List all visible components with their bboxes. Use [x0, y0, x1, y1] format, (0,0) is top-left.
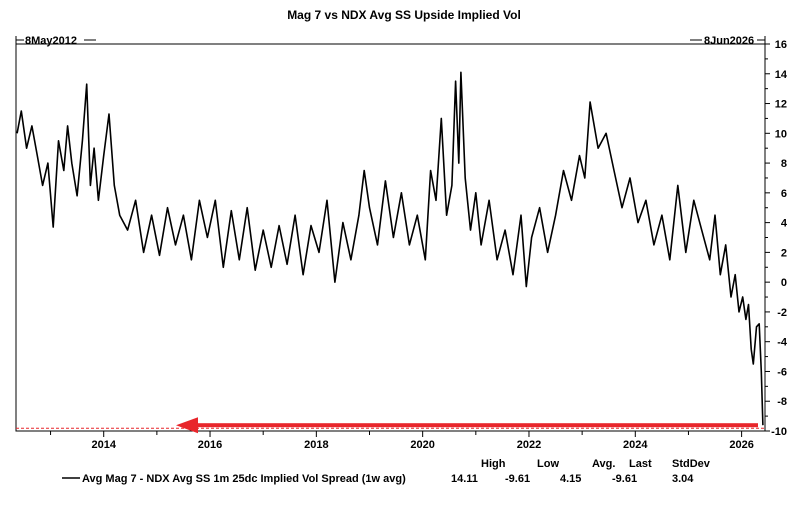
- stats-header-high: High: [481, 458, 506, 470]
- x-tick-label: 2026: [729, 439, 753, 451]
- x-tick-label: 2022: [517, 439, 541, 451]
- y-tick-label: -2: [777, 307, 787, 319]
- x-tick-label: 2024: [623, 439, 648, 451]
- y-tick-label: 4: [781, 218, 788, 230]
- annotation-arrow: [176, 417, 758, 434]
- y-tick-label: -8: [777, 396, 787, 408]
- x-axis: 2014 2016 2018 2020 2022 2024 2026: [50, 431, 754, 451]
- stats-value-last: -9.61: [612, 473, 637, 485]
- stats-value-stddev: 3.04: [672, 473, 694, 485]
- legend-label: Avg Mag 7 - NDX Avg SS 1m 25dc Implied V…: [82, 473, 406, 485]
- x-tick-label: 2020: [410, 439, 434, 451]
- stats-table: High Low Avg. Last StdDev 14.11 -9.61 4.…: [451, 458, 711, 485]
- start-date-label: 8May2012: [25, 35, 77, 47]
- series-line: [16, 71, 764, 426]
- y-tick-label: 12: [775, 99, 787, 111]
- y-tick-label: 14: [775, 69, 788, 81]
- stats-header-avg: Avg.: [592, 458, 615, 470]
- y-tick-label: 0: [781, 277, 787, 289]
- x-tick-label: 2016: [198, 439, 222, 451]
- end-date-label: 8Jun2026: [704, 35, 754, 47]
- y-tick-label: -4: [777, 337, 788, 349]
- stats-value-avg: 4.15: [560, 473, 581, 485]
- y-tick-label: 10: [775, 128, 787, 140]
- y-tick-label: 2: [781, 247, 787, 259]
- stats-header-last: Last: [629, 458, 652, 470]
- start-date-marker: 8May2012: [15, 35, 96, 47]
- y-tick-label: -10: [771, 426, 787, 438]
- legend: Avg Mag 7 - NDX Avg SS 1m 25dc Implied V…: [62, 473, 406, 485]
- y-tick-label: 8: [781, 158, 787, 170]
- y-axis: 16 14 12 10 8 6 4 2 0 -2 -4 -6 -8 -10: [765, 39, 788, 438]
- x-tick-label: 2018: [304, 439, 328, 451]
- y-tick-label: 16: [775, 39, 787, 51]
- x-tick-label: 2014: [91, 439, 116, 451]
- stats-value-low: -9.61: [505, 473, 530, 485]
- stats-value-high: 14.11: [451, 473, 478, 485]
- y-tick-label: 6: [781, 188, 787, 200]
- chart-title: Mag 7 vs NDX Avg SS Upside Implied Vol: [287, 8, 521, 22]
- y-tick-label: -6: [777, 366, 787, 378]
- stats-header-low: Low: [537, 458, 559, 470]
- end-date-marker: 8Jun2026: [690, 35, 766, 47]
- stats-header-stddev: StdDev: [672, 458, 711, 470]
